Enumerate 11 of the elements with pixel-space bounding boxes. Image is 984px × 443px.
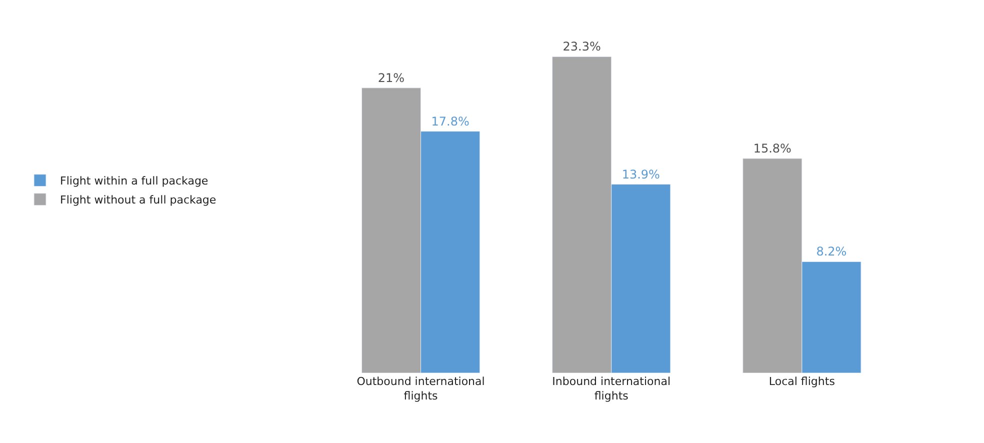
x-tick-label: Inbound international flights [552,375,671,402]
x-tick-label: Outbound international flights [356,375,485,402]
legend-label: Flight within a full package [60,174,208,188]
data-label: 23.3% [562,40,601,54]
data-label: 21% [378,70,405,85]
data-label: 15.8% [753,141,792,156]
data-label: 13.9% [622,167,660,182]
data-label: 17.8% [431,114,470,128]
legend-label: Flight without a full package [60,194,216,207]
x-tick-label: Local flights [768,375,836,388]
data-label: 8.2% [816,244,847,259]
